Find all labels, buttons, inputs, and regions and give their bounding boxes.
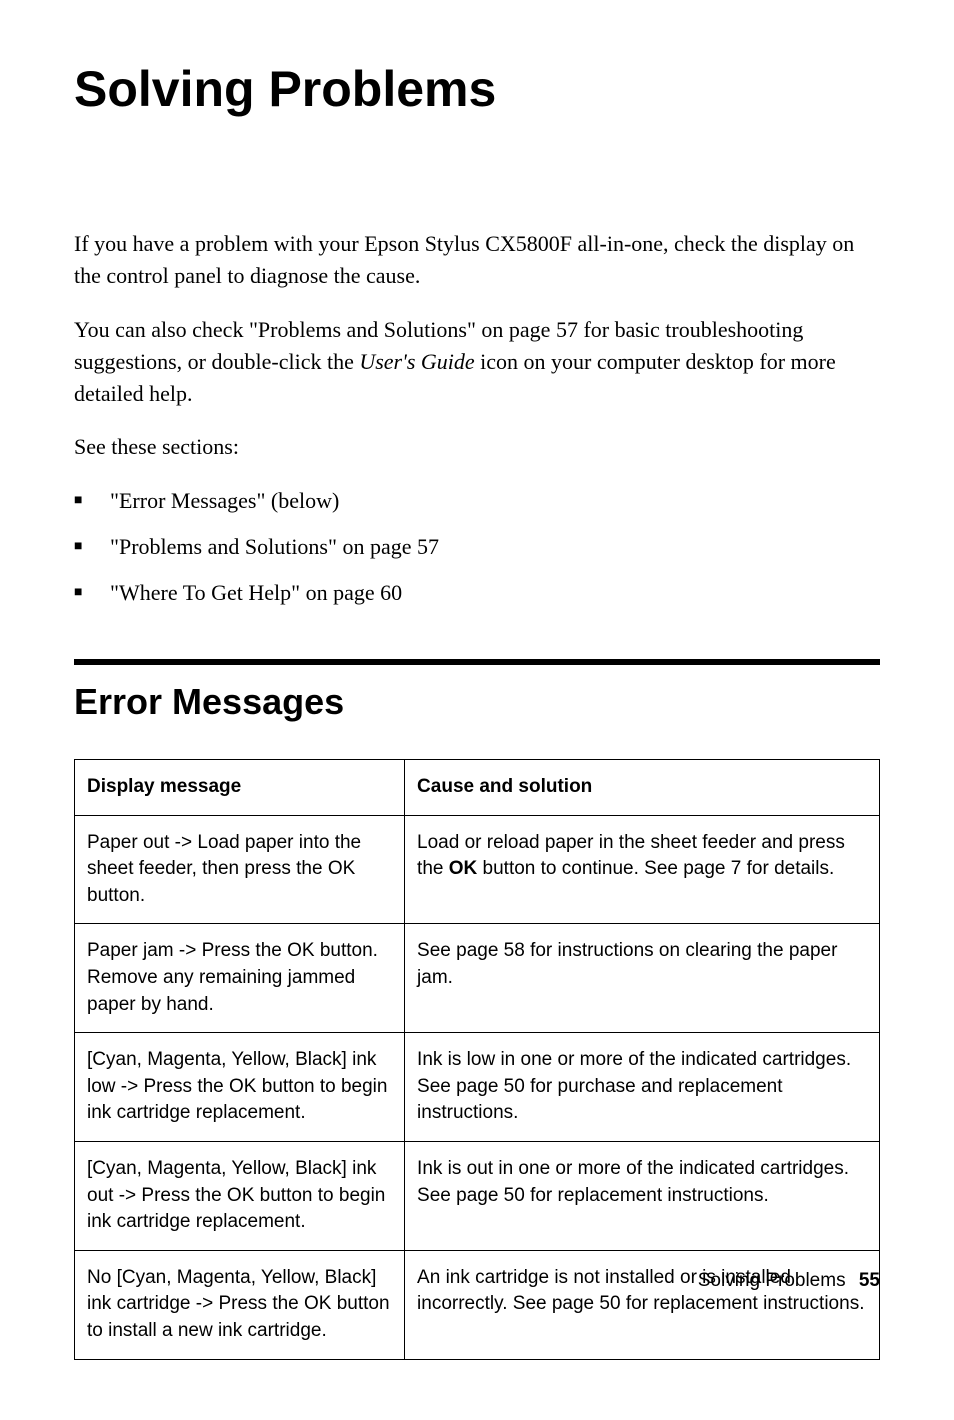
page-footer: Solving Problems 55 xyxy=(698,1270,880,1292)
intro-paragraph-1: If you have a problem with your Epson St… xyxy=(74,228,880,292)
table-header-cause: Cause and solution xyxy=(405,760,880,816)
cell-cause: Ink is low in one or more of the indicat… xyxy=(405,1033,880,1142)
table-header-row: Display message Cause and solution xyxy=(75,760,880,816)
footer-page-number: 55 xyxy=(859,1270,880,1291)
cell-cause: Ink is out in one or more of the indicat… xyxy=(405,1141,880,1250)
cell-display: Paper out -> Load paper into the sheet f… xyxy=(75,815,405,924)
cell-display: [Cyan, Magenta, Yellow, Black] ink low -… xyxy=(75,1033,405,1142)
cell-cause: An ink cartridge is not installed or is … xyxy=(405,1250,880,1359)
table-header-display: Display message xyxy=(75,760,405,816)
footer-label: Solving Problems xyxy=(698,1270,846,1291)
list-item: "Problems and Solutions" on page 57 xyxy=(74,531,880,563)
cell-cause: Load or reload paper in the sheet feeder… xyxy=(405,815,880,924)
cell-display: Paper jam -> Press the OK button. Remove… xyxy=(75,924,405,1033)
table-row: Paper out -> Load paper into the sheet f… xyxy=(75,815,880,924)
intro-paragraph-3: See these sections: xyxy=(74,431,880,463)
cell-display: [Cyan, Magenta, Yellow, Black] ink out -… xyxy=(75,1141,405,1250)
table-row: Paper jam -> Press the OK button. Remove… xyxy=(75,924,880,1033)
cell-cause: See page 58 for instructions on clearing… xyxy=(405,924,880,1033)
table-row: [Cyan, Magenta, Yellow, Black] ink out -… xyxy=(75,1141,880,1250)
section-links-list: "Error Messages" (below) "Problems and S… xyxy=(74,485,880,609)
intro-paragraph-2: You can also check "Problems and Solutio… xyxy=(74,314,880,410)
list-item: "Error Messages" (below) xyxy=(74,485,880,517)
list-item: "Where To Get Help" on page 60 xyxy=(74,577,880,609)
table-row: [Cyan, Magenta, Yellow, Black] ink low -… xyxy=(75,1033,880,1142)
table-row: No [Cyan, Magenta, Yellow, Black] ink ca… xyxy=(75,1250,880,1359)
cell-display: No [Cyan, Magenta, Yellow, Black] ink ca… xyxy=(75,1250,405,1359)
section-heading: Error Messages xyxy=(74,681,880,723)
page-title: Solving Problems xyxy=(74,60,880,118)
section-divider xyxy=(74,659,880,665)
